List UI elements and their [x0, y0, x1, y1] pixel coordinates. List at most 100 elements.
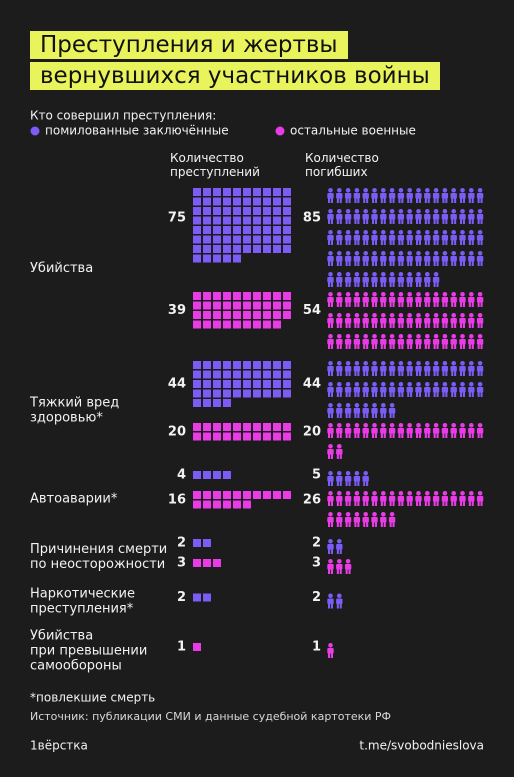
crime-unit: [263, 380, 271, 388]
death-unit: [371, 251, 378, 266]
death-unit: [353, 230, 361, 245]
crime-unit: [283, 389, 291, 398]
death-unit: [344, 403, 352, 418]
death-unit: [406, 230, 413, 245]
crime-unit: [203, 539, 211, 547]
crime-unit: [203, 500, 211, 509]
crime-unit: [193, 380, 201, 388]
death-unit: [362, 491, 369, 506]
crime-unit: [243, 432, 251, 441]
death-unit: [476, 188, 484, 203]
crime-count: 75: [168, 211, 186, 226]
crime-unit: [213, 432, 221, 441]
death-unit: [432, 334, 440, 349]
death-unit: [415, 251, 422, 266]
category-label: Убийства: [30, 261, 93, 276]
death-unit: [424, 209, 431, 224]
crime-unit: [203, 226, 211, 234]
crime-unit: [263, 432, 271, 441]
crime-unit: [263, 226, 271, 234]
crime-unit: [283, 235, 291, 244]
death-unit: [468, 382, 475, 397]
crime-unit: [283, 370, 291, 379]
death-unit: [327, 423, 334, 438]
death-unit: [362, 334, 369, 349]
crime-count: 44: [168, 377, 186, 392]
crime-unit: [273, 188, 281, 196]
death-unit: [468, 230, 475, 245]
death-unit: [380, 272, 387, 287]
crime-unit: [263, 235, 271, 244]
crime-unit: [253, 311, 261, 319]
crime-units: [193, 491, 291, 509]
death-unit: [388, 209, 396, 224]
footnote: *повлекшие смерть: [30, 691, 155, 705]
crime-unit: [233, 188, 241, 196]
death-unit: [353, 334, 361, 349]
logo: 1вёрстка: [30, 739, 88, 753]
death-count: 85: [303, 211, 321, 226]
crime-unit: [203, 423, 211, 431]
death-unit: [327, 403, 334, 418]
death-unit: [327, 444, 334, 459]
death-count: 2: [312, 590, 321, 605]
death-unit: [397, 334, 405, 349]
death-unit: [388, 512, 396, 527]
crime-unit: [263, 292, 271, 300]
crime-unit: [283, 292, 291, 300]
death-unit: [459, 292, 466, 307]
crime-unit: [193, 539, 201, 547]
crime-unit: [263, 197, 271, 206]
death-unit: [406, 272, 413, 287]
death-unit: [327, 559, 334, 574]
crime-unit: [203, 235, 211, 244]
crime-unit: [233, 216, 241, 225]
crime-unit: [203, 292, 211, 300]
death-unit: [336, 471, 343, 486]
death-unit: [450, 292, 457, 307]
crime-unit: [263, 188, 271, 196]
death-units: [327, 643, 334, 658]
death-unit: [476, 292, 484, 307]
death-unit: [336, 361, 343, 376]
crime-unit: [273, 361, 281, 369]
death-unit: [441, 491, 449, 506]
death-unit: [380, 230, 387, 245]
crime-unit: [193, 254, 201, 263]
crime-unit: [253, 491, 261, 499]
crime-unit: [193, 207, 201, 215]
death-unit: [336, 209, 343, 224]
crime-unit: [203, 254, 211, 263]
crime-unit: [263, 361, 271, 369]
death-unit: [459, 188, 466, 203]
death-count: 5: [312, 468, 321, 483]
death-unit: [353, 209, 361, 224]
death-unit: [380, 423, 387, 438]
crime-unit: [223, 432, 231, 441]
death-unit: [327, 491, 334, 506]
crime-unit: [283, 380, 291, 388]
death-unit: [353, 313, 361, 328]
death-unit: [371, 292, 378, 307]
death-unit: [327, 643, 334, 658]
crime-unit: [273, 491, 281, 499]
crime-unit: [233, 432, 241, 441]
death-unit: [459, 361, 466, 376]
death-unit: [388, 272, 396, 287]
source: Источник: публикации СМИ и данные судебн…: [30, 710, 391, 723]
crime-unit: [233, 370, 241, 379]
crime-count: 3: [177, 556, 186, 571]
death-unit: [336, 313, 343, 328]
crime-unit: [263, 301, 271, 310]
death-unit: [432, 209, 440, 224]
crime-unit: [203, 593, 211, 602]
death-unit: [406, 313, 413, 328]
category-label: Причинения смерти по неосторожности: [30, 542, 167, 572]
crime-unit: [243, 226, 251, 234]
category-label: Убийства при превышении самообороны: [30, 628, 147, 673]
crime-units: [193, 559, 221, 567]
crime-unit: [223, 197, 231, 206]
crime-unit: [283, 301, 291, 310]
death-unit: [336, 382, 343, 397]
crime-unit: [263, 389, 271, 398]
